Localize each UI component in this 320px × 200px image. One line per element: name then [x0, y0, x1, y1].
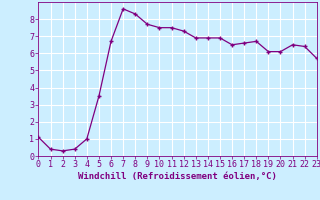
X-axis label: Windchill (Refroidissement éolien,°C): Windchill (Refroidissement éolien,°C): [78, 172, 277, 181]
